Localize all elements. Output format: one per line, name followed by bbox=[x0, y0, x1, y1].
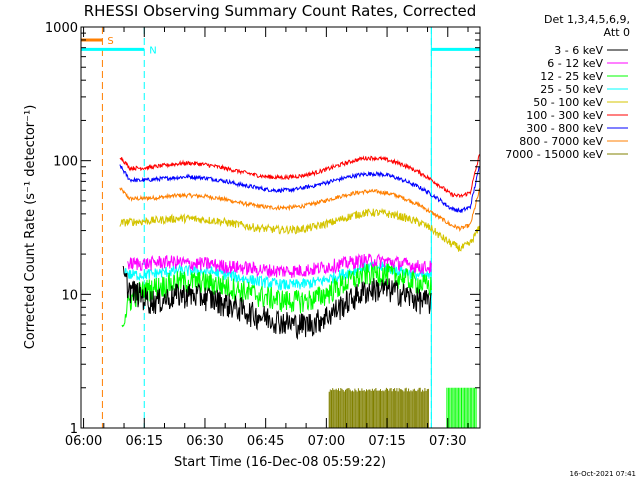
legend-label-6: 300 - 800 keV bbox=[526, 122, 603, 135]
plot-frame bbox=[80, 26, 481, 429]
flag-label-N: N bbox=[149, 45, 156, 56]
series-line-300-800kev bbox=[119, 164, 480, 214]
flag-label-S: S bbox=[107, 36, 113, 47]
x-tick-label-07:00: 07:00 bbox=[308, 434, 345, 449]
series-line-800-7000kev bbox=[119, 187, 481, 232]
series-spikes-12-25kev bbox=[446, 387, 477, 428]
detector-info-line-1: Det 1,3,4,5,6,9, bbox=[544, 13, 630, 26]
y-tick-label-1: 1 bbox=[70, 422, 78, 437]
series-line-50-100kev bbox=[119, 207, 481, 252]
x-tick-label-06:15: 06:15 bbox=[126, 434, 163, 449]
y-tick-label-10: 10 bbox=[61, 288, 78, 303]
axes: 1 10 100 1000 06:00 06:15 06:30 06:45 07:00 07:15… bbox=[45, 21, 481, 449]
series-line-6-12kev bbox=[127, 253, 432, 278]
series-line-100-300kev bbox=[119, 154, 481, 198]
x-tick-label-06:30: 06:30 bbox=[186, 434, 223, 449]
x-tick-label-06:45: 06:45 bbox=[247, 434, 284, 449]
legend-label-7: 800 - 7000 keV bbox=[519, 135, 603, 148]
x-axis-label: Start Time (16-Dec-08 05:59:22) bbox=[174, 455, 386, 470]
x-tick-label-07:15: 07:15 bbox=[368, 434, 405, 449]
series-bursts-7000-15000kev bbox=[328, 387, 429, 428]
series-line-12-25kev bbox=[121, 262, 432, 328]
legend-label-0: 3 - 6 keV bbox=[554, 44, 603, 57]
series-line-3-6kev bbox=[122, 265, 432, 340]
x-tick-label-06:00: 06:00 bbox=[65, 434, 102, 449]
timestamp: 16-Oct-2021 07:41 bbox=[570, 470, 636, 478]
chart-title: RHESSI Observing Summary Count Rates, Co… bbox=[84, 2, 477, 20]
legend-label-3: 25 - 50 keV bbox=[540, 83, 603, 96]
y-tick-label-100: 100 bbox=[53, 155, 78, 170]
legend-label-1: 6 - 12 keV bbox=[547, 57, 603, 70]
x-tick-label-07:30: 07:30 bbox=[429, 434, 466, 449]
detector-info-line-2: Att 0 bbox=[604, 26, 630, 39]
y-axis-label: Corrected Count Rate (s⁻¹ detector⁻¹) bbox=[23, 105, 38, 350]
y-tick-label-1000: 1000 bbox=[45, 21, 78, 36]
legend-label-5: 100 - 300 keV bbox=[526, 109, 603, 122]
legend-label-8: 7000 - 15000 keV bbox=[505, 148, 603, 161]
legend-label-4: 50 - 100 keV bbox=[533, 96, 603, 109]
legend-label-2: 12 - 25 keV bbox=[540, 70, 603, 83]
